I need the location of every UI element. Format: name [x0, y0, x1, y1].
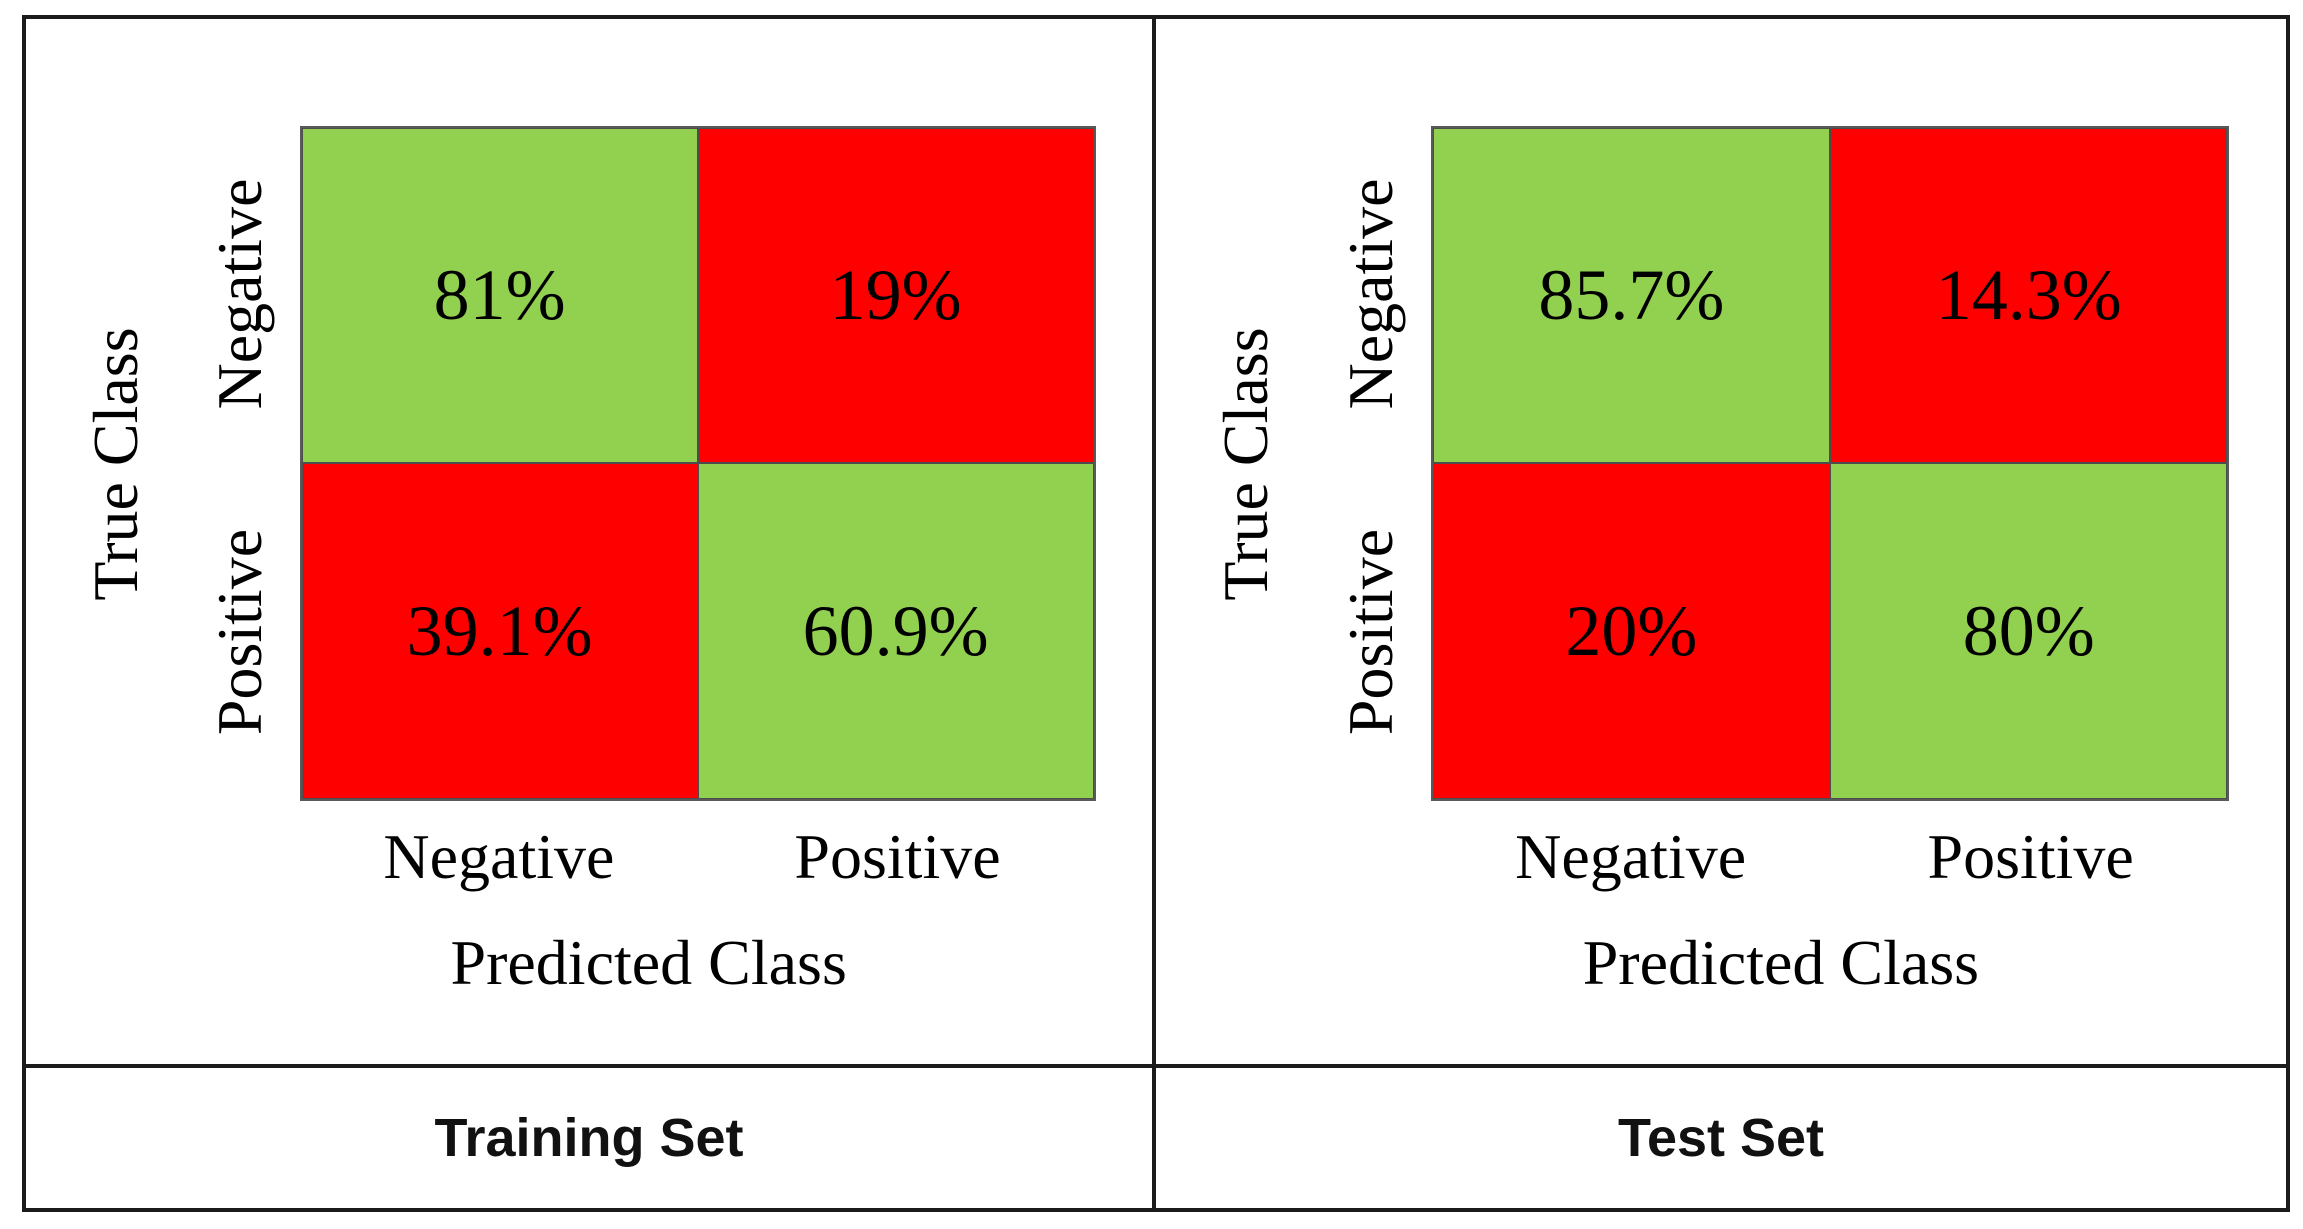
- col-label-negative-training: Negative: [383, 821, 615, 893]
- true-negative-cell: 81%: [301, 127, 698, 464]
- y-axis-title-test: True Class: [1210, 327, 1282, 601]
- test-set-panel: True Class Negative Positive 85.7% 14.3%…: [1156, 19, 2286, 1064]
- true-negative-cell: 85.7%: [1432, 127, 1831, 464]
- figure-frame: True Class Negative Positive 81% 19% 39.…: [22, 15, 2290, 1212]
- row-label-positive-training: Positive: [203, 529, 275, 736]
- false-negative-cell: 20%: [1432, 463, 1831, 799]
- caption-training-set: Training Set: [26, 1064, 1156, 1208]
- true-positive-cell: 60.9%: [697, 463, 1094, 799]
- confusion-matrix-test: 85.7% 14.3% 20% 80%: [1430, 125, 2230, 801]
- caption-test-set: Test Set: [1156, 1064, 2286, 1208]
- row-label-positive-test: Positive: [1334, 529, 1406, 736]
- false-negative-cell: 39.1%: [301, 463, 698, 799]
- false-positive-cell: 14.3%: [1830, 127, 2228, 464]
- x-axis-title-test: Predicted Class: [1582, 926, 1980, 998]
- x-axis-title-training: Predicted Class: [450, 926, 847, 998]
- col-label-negative-test: Negative: [1515, 821, 1747, 893]
- col-label-positive-test: Positive: [1927, 821, 2134, 893]
- row-label-negative-test: Negative: [1334, 178, 1406, 410]
- row-label-negative-training: Negative: [203, 178, 275, 410]
- false-positive-cell: 19%: [697, 127, 1094, 464]
- col-label-positive-training: Positive: [794, 821, 1001, 893]
- confusion-matrix-training: 81% 19% 39.1% 60.9%: [299, 125, 1096, 801]
- y-axis-title-training: True Class: [80, 327, 152, 601]
- true-positive-cell: 80%: [1830, 463, 2228, 799]
- training-set-panel: True Class Negative Positive 81% 19% 39.…: [26, 19, 1156, 1064]
